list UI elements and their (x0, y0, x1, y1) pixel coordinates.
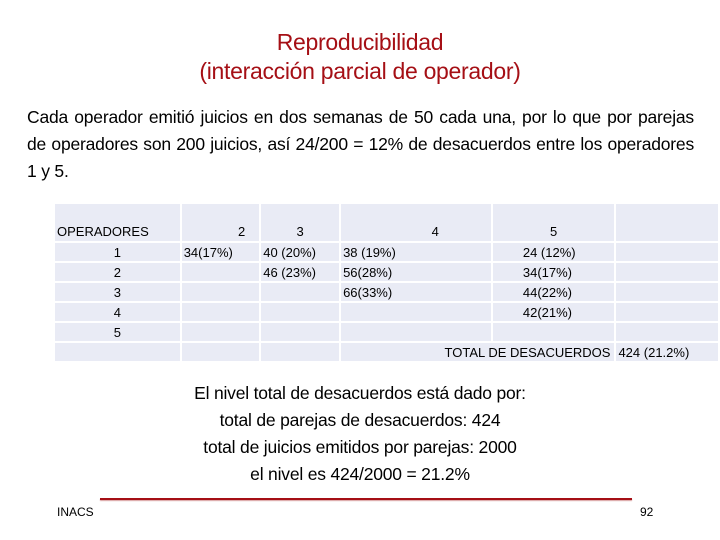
row-operator-cell: 4 (53, 301, 182, 323)
cell (339, 321, 493, 343)
title-line-1: Reproducibilidad (276, 29, 444, 55)
table-row: 2 46 (23%) 56(28%) 34(17%) (53, 261, 720, 283)
cell (614, 241, 720, 263)
table-row: 4 42(21%) (53, 301, 720, 323)
header-cell: 2 (179, 202, 262, 243)
header-cell (614, 202, 720, 243)
cell (259, 301, 342, 323)
cell: 56(28%) (339, 261, 493, 283)
row-operator-cell: 3 (53, 281, 182, 303)
cell (614, 301, 720, 323)
cell: 34(17%) (179, 241, 262, 263)
title-line-2: (interacción parcial de operador) (199, 58, 521, 84)
total-value: 424 (21.2%) (614, 341, 720, 363)
conclusion-line: total de juicios emitidos por parejas: 2… (203, 437, 517, 457)
intro-paragraph: Cada operador emitió juicios en dos sema… (27, 107, 694, 181)
table-row: 5 (53, 321, 720, 343)
slide-title: Reproducibilidad (interacción parcial de… (0, 28, 720, 86)
cell (53, 341, 182, 363)
cell: 40 (20%) (259, 241, 342, 263)
cell: 34(17%) (490, 261, 617, 283)
page-number: 92 (640, 505, 654, 519)
cell (179, 301, 262, 323)
cell (614, 321, 720, 343)
conclusion-text: El nivel total de desacuerdos está dado … (0, 380, 720, 488)
disagreement-table: OPERADORES 2 3 4 5 1 34(17%) 40 (20%) 38 (1… (53, 202, 720, 363)
cell (259, 281, 342, 303)
total-label: TOTAL DE DESACUERDOS (339, 341, 617, 363)
table-header-row: OPERADORES 2 3 4 5 (53, 202, 720, 243)
cell: 44(22%) (490, 281, 617, 303)
conclusion-line: El nivel total de desacuerdos está dado … (194, 383, 526, 403)
header-cell: 4 (339, 202, 493, 243)
row-operator-cell: 2 (53, 261, 182, 283)
cell: 24 (12%) (490, 241, 617, 263)
cell: 66(33%) (339, 281, 493, 303)
cell (490, 321, 617, 343)
header-cell: 5 (490, 202, 617, 243)
cell: 46 (23%) (259, 261, 342, 283)
table-total-row: TOTAL DE DESACUERDOS 424 (21.2%) (53, 341, 720, 363)
row-operator-cell: 5 (53, 321, 182, 343)
cell (179, 341, 262, 363)
row-operator-cell: 1 (53, 241, 182, 263)
table-row: 3 66(33%) 44(22%) (53, 281, 720, 303)
header-cell: 3 (259, 202, 342, 243)
cell (179, 261, 262, 283)
conclusion-line: total de parejas de desacuerdos: 424 (219, 410, 501, 430)
cell (259, 341, 342, 363)
cell (259, 321, 342, 343)
cell (179, 281, 262, 303)
footer-label: INACS (57, 505, 94, 519)
cell (179, 321, 262, 343)
cell (614, 281, 720, 303)
cell: 38 (19%) (339, 241, 493, 263)
conclusion-line: el nivel es 424/2000 = 21.2% (250, 464, 470, 484)
cell (614, 261, 720, 283)
header-cell: OPERADORES (53, 202, 182, 243)
cell: 42(21%) (490, 301, 617, 323)
cell (339, 301, 493, 323)
table-row: 1 34(17%) 40 (20%) 38 (19%) 24 (12%) (53, 241, 720, 263)
footer-divider (100, 498, 632, 500)
